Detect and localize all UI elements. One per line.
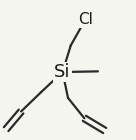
- Text: Si: Si: [54, 63, 71, 81]
- Text: Cl: Cl: [78, 11, 93, 26]
